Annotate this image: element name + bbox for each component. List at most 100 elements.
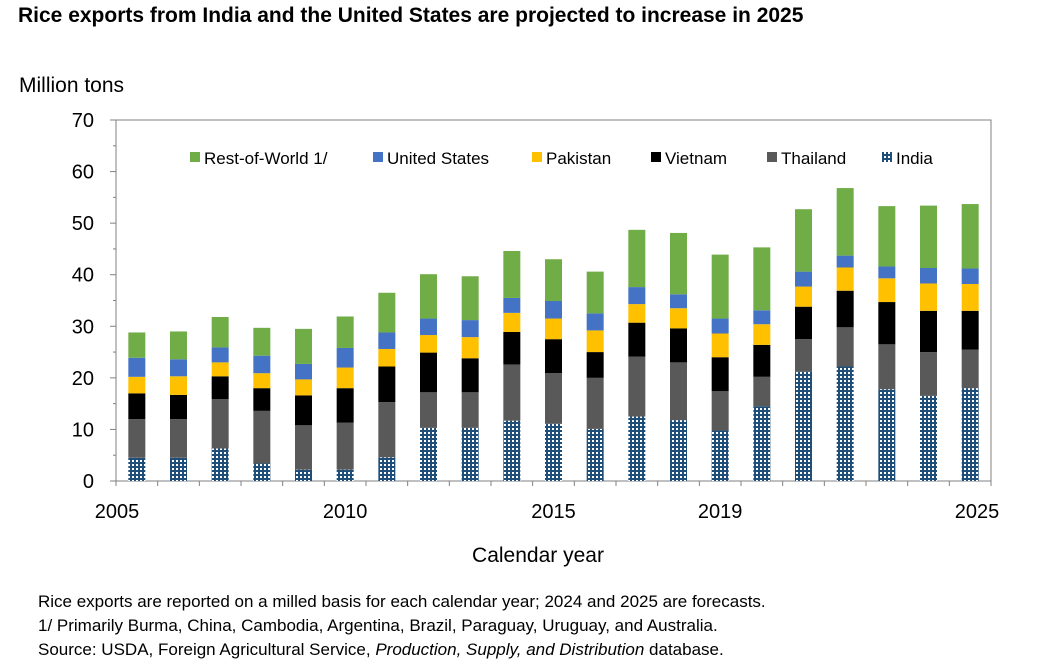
bar-india-2012 xyxy=(420,427,437,481)
bar-thailand-2016 xyxy=(586,377,604,429)
source-suffix: database. xyxy=(644,640,724,659)
bar-vietnam-2016 xyxy=(586,352,604,378)
bar-row-2011 xyxy=(378,292,396,333)
bar-row-2016 xyxy=(586,271,604,314)
bar-thailand-2012 xyxy=(420,392,437,428)
bar-row-2025 xyxy=(961,204,979,269)
bar-thailand-2013 xyxy=(461,392,479,428)
bar-vietnam-2012 xyxy=(420,352,437,393)
bar-stack-2022 xyxy=(836,188,854,481)
bar-pakistan-2013 xyxy=(461,337,479,359)
bar-stack-2005 xyxy=(128,332,146,481)
bar-us-2017 xyxy=(628,287,646,305)
bar-row-2018 xyxy=(670,232,687,295)
x-tick-label: 2019 xyxy=(698,501,743,523)
y-tick-label: 60 xyxy=(72,162,94,184)
bar-thailand-2007 xyxy=(211,399,229,449)
bar-us-2019 xyxy=(711,318,729,334)
source-database-name: Production, Supply, and Distribution xyxy=(375,640,645,659)
bar-us-2013 xyxy=(461,320,479,338)
bar-vietnam-2006 xyxy=(170,394,187,420)
note-forecast: Rice exports are reported on a milled ba… xyxy=(38,592,766,611)
bar-stack-2024 xyxy=(920,205,937,481)
bar-thailand-2006 xyxy=(170,419,187,458)
bar-india-2006 xyxy=(170,457,187,481)
bar-stack-2020 xyxy=(753,247,771,481)
legend-label-row: Rest-of-World 1/ xyxy=(204,149,328,168)
y-tick-label: 70 xyxy=(72,110,94,132)
bar-vietnam-2007 xyxy=(211,376,229,400)
bar-stack-2025 xyxy=(961,204,979,481)
bar-us-2025 xyxy=(961,268,979,284)
legend-label-thailand: Thailand xyxy=(781,149,846,168)
bar-row-2014 xyxy=(503,250,521,298)
bar-thailand-2018 xyxy=(670,362,687,421)
bar-us-2016 xyxy=(586,313,604,331)
bar-row-2010 xyxy=(336,316,354,348)
bar-thailand-2011 xyxy=(378,402,396,458)
bar-vietnam-2024 xyxy=(920,310,937,353)
legend-swatch-india xyxy=(882,152,892,162)
bar-row-2024 xyxy=(920,205,937,269)
bar-vietnam-2023 xyxy=(878,302,896,345)
bar-india-2025 xyxy=(961,388,979,481)
bar-stack-2006 xyxy=(170,331,187,481)
bar-india-2005 xyxy=(128,457,146,481)
bar-row-2005 xyxy=(128,332,146,358)
bar-thailand-2009 xyxy=(295,425,312,470)
bar-thailand-2025 xyxy=(961,349,979,389)
legend-label-pakistan: Pakistan xyxy=(546,149,611,168)
bar-row-2019 xyxy=(711,254,729,319)
bar-vietnam-2013 xyxy=(461,358,479,393)
y-axis: 0 10 20 30 40 50 60 70 xyxy=(72,110,116,493)
bar-row-2009 xyxy=(295,328,312,364)
bar-thailand-2008 xyxy=(253,410,271,464)
bar-pakistan-2007 xyxy=(211,362,229,377)
bar-india-2013 xyxy=(461,427,479,481)
bar-stack-2018 xyxy=(670,232,687,481)
bar-row-2017 xyxy=(628,229,646,288)
bar-vietnam-2010 xyxy=(336,388,354,423)
y-tick-label: 10 xyxy=(72,419,94,441)
bar-thailand-2019 xyxy=(711,391,729,431)
bar-vietnam-2008 xyxy=(253,388,271,411)
bar-thailand-2017 xyxy=(628,356,646,417)
bar-thailand-2022 xyxy=(836,327,854,367)
bar-vietnam-2020 xyxy=(753,344,771,377)
bar-india-2020 xyxy=(753,406,771,481)
bar-us-2021 xyxy=(795,271,812,287)
bar-pakistan-2010 xyxy=(336,367,354,389)
bar-india-2016 xyxy=(586,428,604,481)
x-tick-label: 2005 xyxy=(95,501,140,523)
y-tick-label: 50 xyxy=(72,213,94,235)
bar-india-2022 xyxy=(836,366,854,481)
bar-india-2015 xyxy=(545,423,562,481)
bar-thailand-2024 xyxy=(920,352,937,396)
bar-vietnam-2015 xyxy=(545,339,562,374)
bar-vietnam-2025 xyxy=(961,310,979,350)
bar-india-2011 xyxy=(378,457,396,481)
bar-us-2023 xyxy=(878,266,896,279)
x-tick-label: 2025 xyxy=(955,501,1000,523)
bar-pakistan-2022 xyxy=(836,267,854,291)
bar-pakistan-2023 xyxy=(878,278,896,303)
bar-thailand-2010 xyxy=(336,422,354,470)
bar-us-2012 xyxy=(420,318,437,336)
bar-india-2009 xyxy=(295,469,312,481)
bar-row-2007 xyxy=(211,317,229,348)
legend-label-vietnam: Vietnam xyxy=(665,149,727,168)
bar-us-2007 xyxy=(211,347,229,363)
bar-pakistan-2006 xyxy=(170,376,187,395)
bar-us-2008 xyxy=(253,355,271,374)
bar-row-2006 xyxy=(170,331,187,360)
bar-vietnam-2009 xyxy=(295,395,312,426)
bar-us-2020 xyxy=(753,310,771,325)
bar-stacks xyxy=(128,188,979,481)
bar-stack-2016 xyxy=(586,271,604,481)
bar-vietnam-2011 xyxy=(378,366,396,403)
legend-swatch-row xyxy=(190,152,200,162)
bar-stack-2012 xyxy=(420,274,437,481)
bar-stack-2015 xyxy=(545,259,562,481)
bar-us-2009 xyxy=(295,363,312,380)
x-axis: 2005 2010 2015 2019 2025 xyxy=(95,481,1000,523)
